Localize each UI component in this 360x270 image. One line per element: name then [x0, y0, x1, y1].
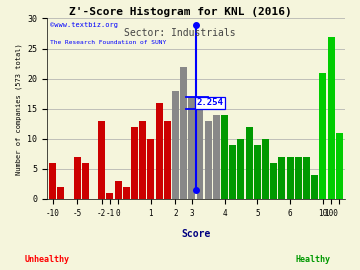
Text: Z'-Score Histogram for KNL (2016): Z'-Score Histogram for KNL (2016)	[69, 7, 291, 17]
Bar	[336, 133, 343, 199]
Bar	[319, 73, 327, 199]
Text: Healthy: Healthy	[296, 255, 331, 264]
Bar	[98, 121, 105, 199]
Bar	[139, 121, 146, 199]
Bar	[270, 163, 277, 199]
Bar	[254, 145, 261, 199]
Bar	[221, 115, 228, 199]
Bar	[156, 103, 162, 199]
X-axis label: Score: Score	[181, 229, 211, 239]
Bar	[328, 36, 334, 199]
Bar	[147, 139, 154, 199]
Bar	[73, 157, 81, 199]
Bar	[131, 127, 138, 199]
Bar	[57, 187, 64, 199]
Bar	[278, 157, 285, 199]
Bar	[262, 139, 269, 199]
Bar	[213, 115, 220, 199]
Text: 2.254: 2.254	[197, 98, 224, 107]
Text: Sector: Industrials: Sector: Industrials	[124, 28, 236, 38]
Bar	[82, 163, 89, 199]
Bar	[107, 193, 113, 199]
Bar	[287, 157, 294, 199]
Text: The Research Foundation of SUNY: The Research Foundation of SUNY	[50, 40, 166, 45]
Bar	[197, 97, 203, 199]
Bar	[188, 97, 195, 199]
Bar	[172, 91, 179, 199]
Text: Unhealthy: Unhealthy	[24, 255, 69, 264]
Bar	[238, 139, 244, 199]
Text: ©www.textbiz.org: ©www.textbiz.org	[50, 22, 118, 28]
Bar	[295, 157, 302, 199]
Bar	[49, 163, 56, 199]
Bar	[229, 145, 236, 199]
Bar	[246, 127, 253, 199]
Bar	[303, 157, 310, 199]
Y-axis label: Number of companies (573 total): Number of companies (573 total)	[15, 43, 22, 175]
Bar	[205, 121, 212, 199]
Bar	[164, 121, 171, 199]
Bar	[123, 187, 130, 199]
Bar	[180, 67, 187, 199]
Bar	[311, 175, 318, 199]
Bar	[114, 181, 122, 199]
